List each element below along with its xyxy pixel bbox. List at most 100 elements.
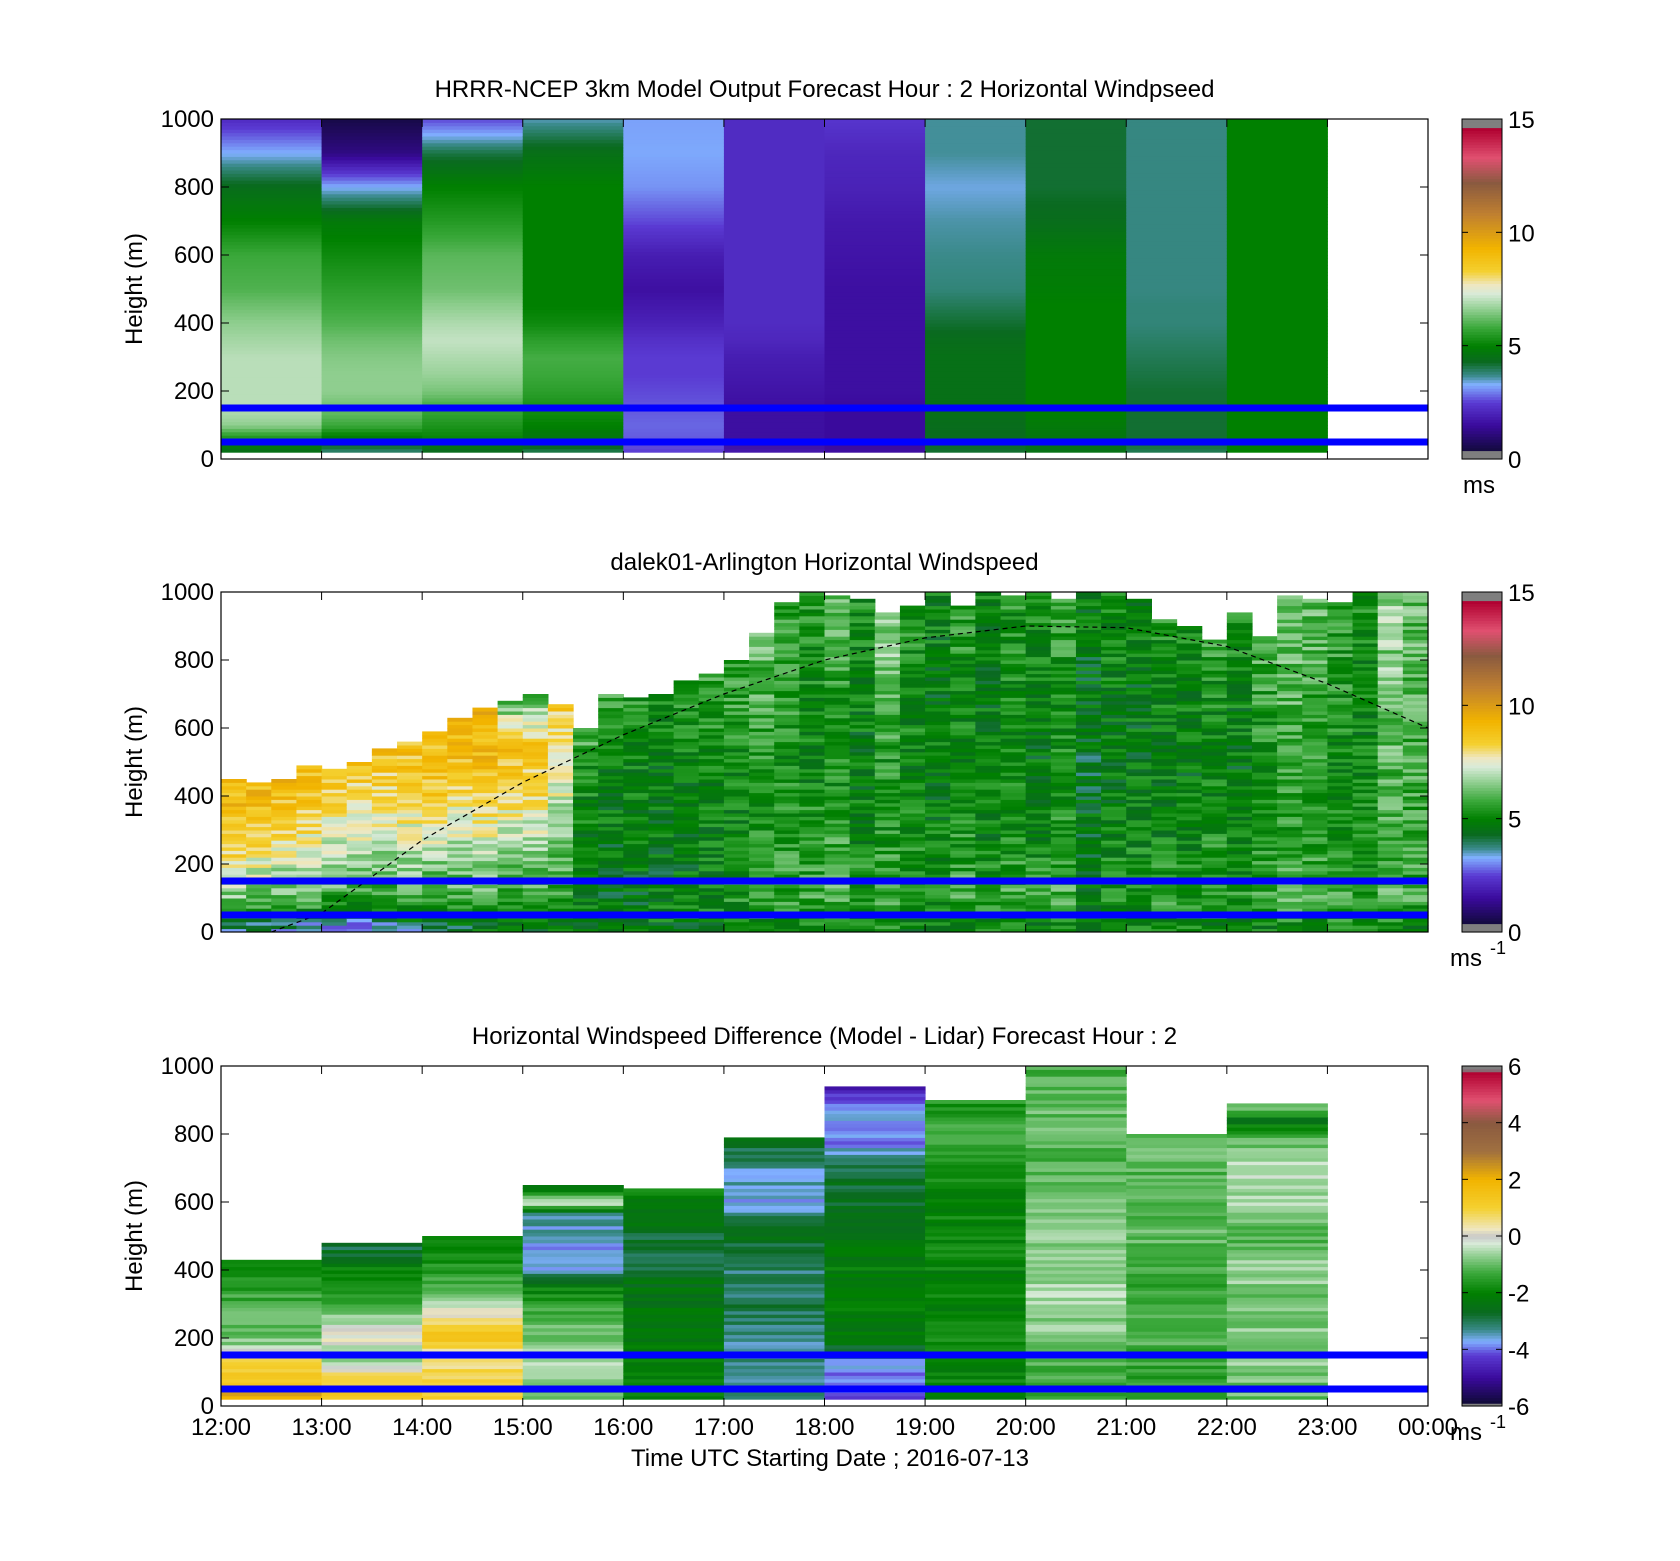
heatmap-cell: [1126, 656, 1152, 661]
heatmap-cell: [925, 765, 951, 770]
heatmap-cell: [799, 609, 826, 613]
heatmap-cell: [723, 255, 825, 259]
heatmap-cell: [1126, 700, 1152, 705]
heatmap-cell: [1151, 714, 1178, 719]
heatmap-cell: [346, 867, 373, 872]
heatmap-cell: [221, 857, 247, 862]
heatmap-cell: [874, 853, 901, 858]
heatmap-cell: [1176, 887, 1203, 892]
heatmap-cell: [774, 833, 800, 838]
heatmap-cell: [472, 745, 499, 749]
heatmap-column: [899, 605, 926, 933]
heatmap-cell: [774, 602, 800, 607]
heatmap-cell: [397, 850, 423, 855]
heatmap-cell: [1251, 850, 1278, 855]
heatmap-cell: [296, 802, 323, 807]
heatmap-cell: [799, 626, 826, 630]
heatmap-cell: [1126, 772, 1152, 777]
heatmap-cell: [774, 792, 800, 797]
heatmap-cell: [849, 809, 876, 814]
heatmap-cell: [422, 745, 448, 749]
heatmap-cell: [1075, 697, 1102, 702]
heatmap-cell: [547, 830, 574, 834]
heatmap-cell: [321, 448, 423, 453]
heatmap-cell: [749, 704, 775, 709]
heatmap-cell: [221, 853, 247, 858]
heatmap-cell: [1025, 285, 1127, 290]
heatmap-cell: [1126, 789, 1152, 794]
heatmap-cell: [1277, 755, 1303, 760]
heatmap-cell: [723, 384, 825, 389]
heatmap-cell: [749, 724, 775, 729]
heatmap-cell: [925, 122, 1027, 127]
heatmap-cell: [1226, 666, 1253, 671]
heatmap-cell: [397, 762, 423, 766]
heatmap-cell: [673, 802, 700, 807]
heatmap-cell: [1302, 887, 1329, 892]
heatmap-cell: [1025, 234, 1127, 239]
y-tick-label: 600: [174, 242, 214, 269]
heatmap-cell: [1050, 768, 1077, 773]
heatmap-cell: [1226, 425, 1328, 429]
heatmap-cell: [522, 312, 624, 317]
heatmap-cell: [925, 193, 1027, 198]
heatmap-cell: [221, 384, 323, 389]
heatmap-cell: [1151, 636, 1178, 641]
heatmap-cell: [925, 775, 951, 780]
heatmap-cell: [522, 806, 549, 811]
heatmap-cell: [397, 823, 423, 828]
heatmap-cell: [749, 860, 775, 865]
heatmap-cell: [547, 806, 574, 811]
heatmap-cell: [1277, 782, 1303, 787]
heatmap-cell: [1000, 649, 1027, 654]
heatmap-cell: [522, 329, 624, 334]
heatmap-cell: [975, 636, 1002, 641]
heatmap-cell: [422, 748, 448, 753]
heatmap-cell: [1302, 802, 1329, 807]
heatmap-cell: [799, 660, 826, 664]
heatmap-cell: [799, 768, 826, 773]
heatmap-cell: [799, 928, 826, 933]
y-tick-label: 800: [174, 174, 214, 201]
heatmap-cell: [1101, 717, 1127, 722]
heatmap-cell: [1277, 748, 1303, 753]
heatmap-cell: [346, 836, 373, 841]
heatmap-cell: [975, 609, 1002, 613]
heatmap-cell: [1201, 694, 1228, 698]
colorbar-swatch: [1462, 164, 1502, 168]
heatmap-cell: [824, 724, 851, 729]
heatmap-cell: [774, 663, 800, 668]
heatmap-cell: [849, 626, 876, 630]
heatmap-cell: [648, 853, 675, 858]
heatmap-cell: [799, 711, 826, 715]
heatmap-cell: [1277, 656, 1303, 661]
colorbar-swatch: [1462, 456, 1502, 460]
heatmap-cell: [1226, 190, 1328, 195]
heatmap-cell: [623, 772, 650, 777]
heatmap-cell: [925, 728, 951, 732]
heatmap-cell: [723, 139, 825, 144]
heatmap-cell: [1176, 724, 1203, 729]
colorbar-swatch: [1462, 147, 1502, 151]
heatmap-cell: [1151, 884, 1178, 889]
heatmap-cell: [1151, 860, 1178, 865]
heatmap-cell: [522, 360, 624, 365]
heatmap-cell: [598, 864, 624, 868]
heatmap-cell: [849, 779, 876, 783]
heatmap-cell: [497, 728, 524, 732]
heatmap-column: [321, 768, 348, 933]
heatmap-cell: [422, 227, 524, 232]
heatmap-cell: [925, 615, 951, 620]
heatmap-cell: [874, 857, 901, 862]
heatmap-cell: [1201, 721, 1228, 726]
heatmap-cell: [1126, 391, 1228, 395]
heatmap-cell: [1126, 904, 1152, 909]
heatmap-column: [698, 673, 725, 933]
heatmap-cell: [950, 840, 976, 845]
heatmap-cell: [1251, 894, 1278, 899]
heatmap-cell: [824, 421, 926, 426]
heatmap-cell: [874, 796, 901, 800]
heatmap-cell: [1226, 619, 1253, 624]
heatmap-cell: [447, 925, 474, 930]
heatmap-cell: [422, 370, 524, 375]
